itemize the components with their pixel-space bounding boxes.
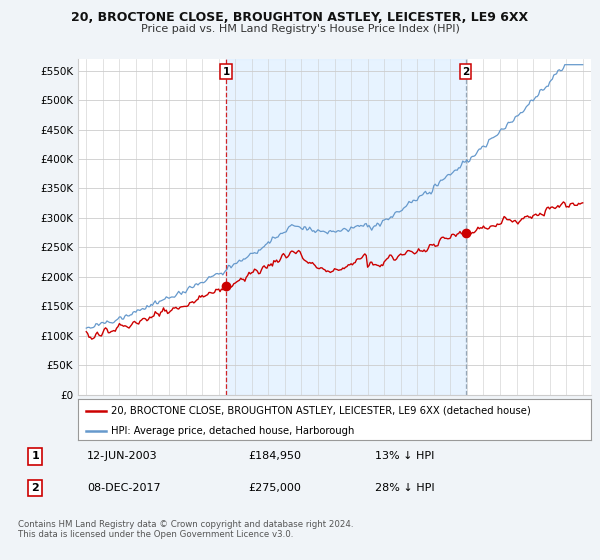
Text: HPI: Average price, detached house, Harborough: HPI: Average price, detached house, Harb… — [112, 426, 355, 436]
Text: 12-JUN-2003: 12-JUN-2003 — [87, 451, 158, 461]
Text: Price paid vs. HM Land Registry's House Price Index (HPI): Price paid vs. HM Land Registry's House … — [140, 24, 460, 34]
Bar — [226, 59, 466, 395]
Text: Contains HM Land Registry data © Crown copyright and database right 2024.
This d: Contains HM Land Registry data © Crown c… — [18, 520, 353, 539]
Text: 1: 1 — [223, 67, 230, 77]
Text: £275,000: £275,000 — [248, 483, 301, 493]
Text: 28% ↓ HPI: 28% ↓ HPI — [375, 483, 435, 493]
Text: 13% ↓ HPI: 13% ↓ HPI — [375, 451, 434, 461]
Text: £184,950: £184,950 — [248, 451, 301, 461]
Text: 2: 2 — [31, 483, 39, 493]
Text: 2: 2 — [462, 67, 469, 77]
Text: 08-DEC-2017: 08-DEC-2017 — [87, 483, 161, 493]
Text: 20, BROCTONE CLOSE, BROUGHTON ASTLEY, LEICESTER, LE9 6XX: 20, BROCTONE CLOSE, BROUGHTON ASTLEY, LE… — [71, 11, 529, 24]
Text: 20, BROCTONE CLOSE, BROUGHTON ASTLEY, LEICESTER, LE9 6XX (detached house): 20, BROCTONE CLOSE, BROUGHTON ASTLEY, LE… — [112, 405, 531, 416]
Text: 1: 1 — [31, 451, 39, 461]
